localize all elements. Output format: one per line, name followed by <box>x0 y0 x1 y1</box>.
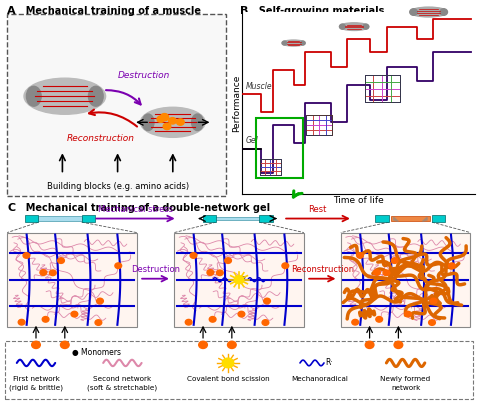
Text: R·: R· <box>235 276 242 282</box>
Circle shape <box>23 253 30 258</box>
Circle shape <box>352 320 359 325</box>
Circle shape <box>49 270 56 275</box>
Text: B: B <box>240 6 248 16</box>
FancyBboxPatch shape <box>211 217 264 220</box>
Text: R·: R· <box>325 358 333 367</box>
Circle shape <box>161 114 168 121</box>
Circle shape <box>157 116 165 122</box>
FancyBboxPatch shape <box>375 215 389 222</box>
Circle shape <box>185 320 192 325</box>
Polygon shape <box>394 217 398 221</box>
Circle shape <box>209 316 216 322</box>
Text: ·R: ·R <box>239 276 246 282</box>
Polygon shape <box>422 217 427 221</box>
Ellipse shape <box>88 86 103 106</box>
FancyBboxPatch shape <box>203 215 216 222</box>
Text: Destruction: Destruction <box>118 71 170 80</box>
Text: Reconstruction: Reconstruction <box>291 265 354 274</box>
FancyBboxPatch shape <box>25 215 38 222</box>
FancyBboxPatch shape <box>82 215 95 222</box>
Text: Newly formed: Newly formed <box>381 376 431 382</box>
Circle shape <box>96 298 103 304</box>
Circle shape <box>262 320 269 325</box>
Circle shape <box>429 320 435 325</box>
Circle shape <box>222 358 234 368</box>
Circle shape <box>177 119 184 125</box>
FancyBboxPatch shape <box>7 233 137 327</box>
Ellipse shape <box>192 114 203 131</box>
Text: (soft & stretchable): (soft & stretchable) <box>87 385 157 391</box>
Circle shape <box>207 270 214 275</box>
Circle shape <box>264 298 270 304</box>
Circle shape <box>373 270 380 275</box>
Circle shape <box>216 270 223 275</box>
Circle shape <box>199 341 207 348</box>
Text: Second network: Second network <box>93 376 152 382</box>
Ellipse shape <box>24 78 106 114</box>
Circle shape <box>42 316 49 322</box>
Circle shape <box>95 320 102 325</box>
Text: network: network <box>391 385 420 391</box>
Circle shape <box>40 270 47 275</box>
FancyBboxPatch shape <box>432 215 445 222</box>
FancyBboxPatch shape <box>259 215 273 222</box>
Circle shape <box>168 117 176 124</box>
Text: Building blocks (e.g. amino acids): Building blocks (e.g. amino acids) <box>47 182 189 191</box>
Text: Mechanical stress: Mechanical stress <box>98 205 173 214</box>
Text: Mechanoradical: Mechanoradical <box>291 376 348 382</box>
Circle shape <box>225 258 231 263</box>
Text: First network: First network <box>12 376 60 382</box>
Circle shape <box>190 253 197 258</box>
Circle shape <box>430 298 437 304</box>
Ellipse shape <box>140 107 205 138</box>
Circle shape <box>448 263 455 269</box>
Text: ● Monomers: ● Monomers <box>72 348 121 356</box>
FancyBboxPatch shape <box>341 233 470 327</box>
Text: Destruction: Destruction <box>131 265 180 274</box>
Circle shape <box>60 341 69 348</box>
FancyBboxPatch shape <box>174 233 304 327</box>
Circle shape <box>391 258 398 263</box>
Text: C: C <box>7 203 15 213</box>
Text: A: A <box>7 6 16 16</box>
Ellipse shape <box>26 86 41 106</box>
Circle shape <box>357 253 363 258</box>
Text: Mechanical training of a double-network gel: Mechanical training of a double-network … <box>19 203 270 213</box>
Text: Rest: Rest <box>309 205 327 214</box>
Circle shape <box>365 341 374 348</box>
FancyBboxPatch shape <box>38 217 82 221</box>
Circle shape <box>18 320 25 325</box>
Circle shape <box>32 341 40 348</box>
Text: Reconstruction: Reconstruction <box>67 134 135 143</box>
Text: (rigid & brittle): (rigid & brittle) <box>9 385 63 391</box>
Text: Covalent bond scission: Covalent bond scission <box>187 376 269 382</box>
Circle shape <box>115 263 121 269</box>
Circle shape <box>383 270 390 275</box>
Text: Self-growing materials: Self-growing materials <box>252 6 384 16</box>
Circle shape <box>405 311 411 317</box>
Circle shape <box>163 123 171 130</box>
Ellipse shape <box>143 114 154 131</box>
Circle shape <box>161 113 168 120</box>
Text: Mechanical training of a muscle: Mechanical training of a muscle <box>19 6 201 16</box>
FancyBboxPatch shape <box>5 341 473 399</box>
Circle shape <box>394 341 403 348</box>
Circle shape <box>58 258 64 263</box>
Circle shape <box>282 263 288 269</box>
Circle shape <box>71 311 78 317</box>
Circle shape <box>234 276 244 284</box>
Circle shape <box>376 316 383 322</box>
FancyBboxPatch shape <box>391 216 430 221</box>
Circle shape <box>238 311 245 317</box>
FancyBboxPatch shape <box>7 14 226 196</box>
Circle shape <box>228 341 236 348</box>
